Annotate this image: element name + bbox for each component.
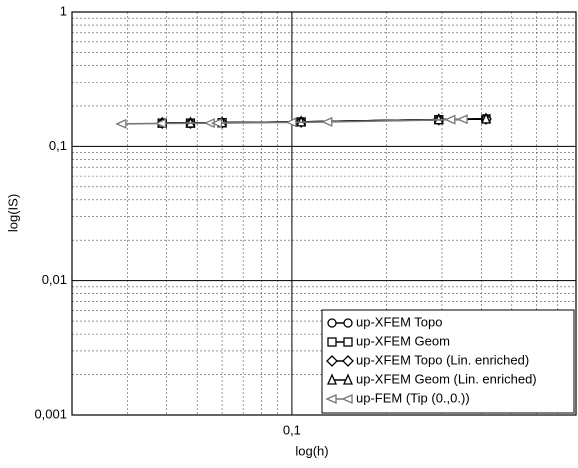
marker [321,116,333,127]
legend-marker [325,393,337,405]
legend-marker [342,355,354,367]
marker [115,118,127,129]
legend-label: up-XFEM Topo [356,314,442,329]
x-axis-label: log(h) [295,443,328,458]
plot-frame [71,11,577,416]
series-line [121,118,464,125]
y-axis-label: log(IS) [5,194,20,232]
legend-label: up-XFEM Topo (Lin. enriched) [356,352,529,367]
legend-marker [326,373,338,385]
legend-label: up-FEM (Tip (0.,0.)) [356,390,470,405]
y-tick-label: 1 [60,3,67,18]
y-tick-label: 0,01 [42,272,67,287]
marker [210,118,223,129]
marker [285,117,297,128]
legend-label: up-XFEM Geom [356,333,450,348]
marker [480,112,491,124]
legend-marker [326,355,338,367]
x-tick-label: 0,1 [283,422,301,437]
marker [456,114,468,125]
marker [154,118,167,129]
legend-label: up-XFEM Geom (Lin. enriched) [356,371,537,386]
legend-marker [327,337,337,347]
legend-marker [327,318,337,328]
legend-marker [343,318,353,328]
legend-box [321,309,575,414]
y-tick-label: 0,001 [34,406,67,421]
marker [444,114,456,125]
legend-marker [341,393,353,405]
legend-marker [342,373,354,385]
y-tick-label: 0,1 [49,138,67,153]
legend-marker [343,337,353,347]
